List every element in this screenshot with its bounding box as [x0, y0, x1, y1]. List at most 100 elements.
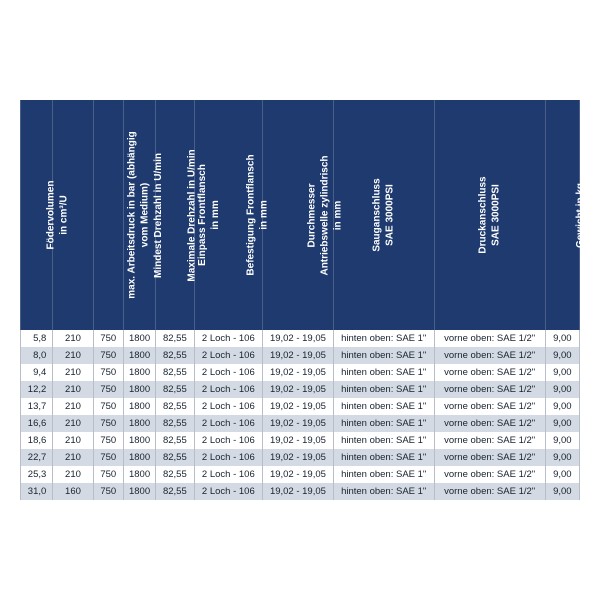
table-cell: 19,02 - 19,05 — [263, 347, 334, 364]
table-cell: hinten oben: SAE 1" — [333, 381, 434, 398]
column-header-label: Befestigung Frontflanschin mm — [244, 154, 270, 275]
column-header: Födervolumenin cm³/U — [21, 100, 53, 330]
table-row: 25,3210750180082,552 Loch - 10619,02 - 1… — [21, 466, 580, 483]
table-cell: 82,55 — [156, 398, 194, 415]
table-cell: vorne oben: SAE 1/2" — [434, 415, 545, 432]
table-cell: 1800 — [123, 449, 155, 466]
table-header-row: Födervolumenin cm³/U max. Arbeitsdruck in… — [21, 100, 580, 330]
table-cell: hinten oben: SAE 1" — [333, 364, 434, 381]
column-header-label: SauganschlussSAE 3000PSI — [371, 178, 397, 251]
table-cell: 9,00 — [545, 415, 579, 432]
table-cell: vorne oben: SAE 1/2" — [434, 432, 545, 449]
table-cell: hinten oben: SAE 1" — [333, 483, 434, 500]
table-cell: 8,0 — [21, 347, 53, 364]
table-row: 12,2210750180082,552 Loch - 10619,02 - 1… — [21, 381, 580, 398]
table-cell: 82,55 — [156, 364, 194, 381]
column-header-label: max. Arbeitsdruck in bar (abhängigvom Me… — [126, 131, 152, 298]
table-cell: 1800 — [123, 466, 155, 483]
table-cell: 82,55 — [156, 449, 194, 466]
table-cell: 1800 — [123, 364, 155, 381]
table-cell: 1800 — [123, 483, 155, 500]
column-header-label: Mindest Drehzahl in U/min — [152, 152, 165, 277]
table-row: 9,4210750180082,552 Loch - 10619,02 - 19… — [21, 364, 580, 381]
table-cell: 19,02 - 19,05 — [263, 449, 334, 466]
table-cell: 25,3 — [21, 466, 53, 483]
table-cell: vorne oben: SAE 1/2" — [434, 398, 545, 415]
table-cell: 9,00 — [545, 364, 579, 381]
table-frame: Födervolumenin cm³/U max. Arbeitsdruck in… — [20, 100, 580, 500]
table-row: 8,0210750180082,552 Loch - 10619,02 - 19… — [21, 347, 580, 364]
table-cell: 2 Loch - 106 — [194, 347, 263, 364]
table-cell: 19,02 - 19,05 — [263, 466, 334, 483]
table-cell: 16,6 — [21, 415, 53, 432]
table-cell: 22,7 — [21, 449, 53, 466]
table-cell: 82,55 — [156, 466, 194, 483]
table-cell: 2 Loch - 106 — [194, 415, 263, 432]
table-cell: 9,00 — [545, 432, 579, 449]
column-header-label: DruckanschlussSAE 3000PSI — [477, 176, 503, 253]
table-cell: 210 — [53, 449, 93, 466]
table-cell: 750 — [93, 381, 123, 398]
column-header-label: Einpass Frontflanschin mm — [196, 164, 222, 266]
column-header: DurchmesserAntriebswelle zylindrischin m… — [263, 100, 334, 330]
table-row: 5,8210750180082,552 Loch - 10619,02 - 19… — [21, 330, 580, 347]
table-cell: 210 — [53, 364, 93, 381]
table-cell: 82,55 — [156, 432, 194, 449]
table-cell: hinten oben: SAE 1" — [333, 347, 434, 364]
table-cell: 750 — [93, 483, 123, 500]
column-header: Gewicht in kg — [545, 100, 579, 330]
table-cell: 19,02 - 19,05 — [263, 330, 334, 347]
table-cell: 82,55 — [156, 483, 194, 500]
table-cell: hinten oben: SAE 1" — [333, 330, 434, 347]
table-cell: 2 Loch - 106 — [194, 364, 263, 381]
table-cell: 2 Loch - 106 — [194, 449, 263, 466]
table-cell: 9,00 — [545, 466, 579, 483]
table-cell: 750 — [93, 415, 123, 432]
table-cell: 210 — [53, 466, 93, 483]
table-cell: 19,02 - 19,05 — [263, 364, 334, 381]
table-row: 18,6210750180082,552 Loch - 10619,02 - 1… — [21, 432, 580, 449]
table-cell: 31,0 — [21, 483, 53, 500]
table-cell: vorne oben: SAE 1/2" — [434, 466, 545, 483]
table-cell: 19,02 - 19,05 — [263, 415, 334, 432]
table-cell: 210 — [53, 432, 93, 449]
table-cell: 2 Loch - 106 — [194, 381, 263, 398]
table-cell: hinten oben: SAE 1" — [333, 466, 434, 483]
table-cell: 19,02 - 19,05 — [263, 432, 334, 449]
table-cell: 210 — [53, 415, 93, 432]
table-cell: 9,00 — [545, 398, 579, 415]
table-row: 31,0160750180082,552 Loch - 10619,02 - 1… — [21, 483, 580, 500]
table-cell: 2 Loch - 106 — [194, 398, 263, 415]
table-cell: 2 Loch - 106 — [194, 330, 263, 347]
table-cell: vorne oben: SAE 1/2" — [434, 483, 545, 500]
table-cell: 210 — [53, 330, 93, 347]
table-cell: hinten oben: SAE 1" — [333, 398, 434, 415]
table-cell: 1800 — [123, 347, 155, 364]
table-cell: 9,00 — [545, 449, 579, 466]
table-cell: 18,6 — [21, 432, 53, 449]
table-cell: 82,55 — [156, 330, 194, 347]
table-cell: 9,4 — [21, 364, 53, 381]
table-cell: 9,00 — [545, 330, 579, 347]
table-cell: 750 — [93, 364, 123, 381]
table-cell: 750 — [93, 398, 123, 415]
table-cell: 160 — [53, 483, 93, 500]
table-cell: 12,2 — [21, 381, 53, 398]
column-header: Mindest Drehzahl in U/min — [93, 100, 123, 330]
table-cell: vorne oben: SAE 1/2" — [434, 449, 545, 466]
table-cell: hinten oben: SAE 1" — [333, 449, 434, 466]
table-cell: 1800 — [123, 398, 155, 415]
table-cell: 19,02 - 19,05 — [263, 381, 334, 398]
table-cell: 82,55 — [156, 415, 194, 432]
table-cell: 9,00 — [545, 381, 579, 398]
table-cell: 9,00 — [545, 483, 579, 500]
table-cell: 1800 — [123, 432, 155, 449]
table-row: 13,7210750180082,552 Loch - 10619,02 - 1… — [21, 398, 580, 415]
table-row: 16,6210750180082,552 Loch - 10619,02 - 1… — [21, 415, 580, 432]
table-cell: vorne oben: SAE 1/2" — [434, 347, 545, 364]
table-cell: 210 — [53, 398, 93, 415]
table-cell: 2 Loch - 106 — [194, 483, 263, 500]
column-header-label: Gewicht in kg — [574, 182, 587, 247]
table-cell: 750 — [93, 347, 123, 364]
column-header-label: Födervolumenin cm³/U — [44, 181, 70, 250]
